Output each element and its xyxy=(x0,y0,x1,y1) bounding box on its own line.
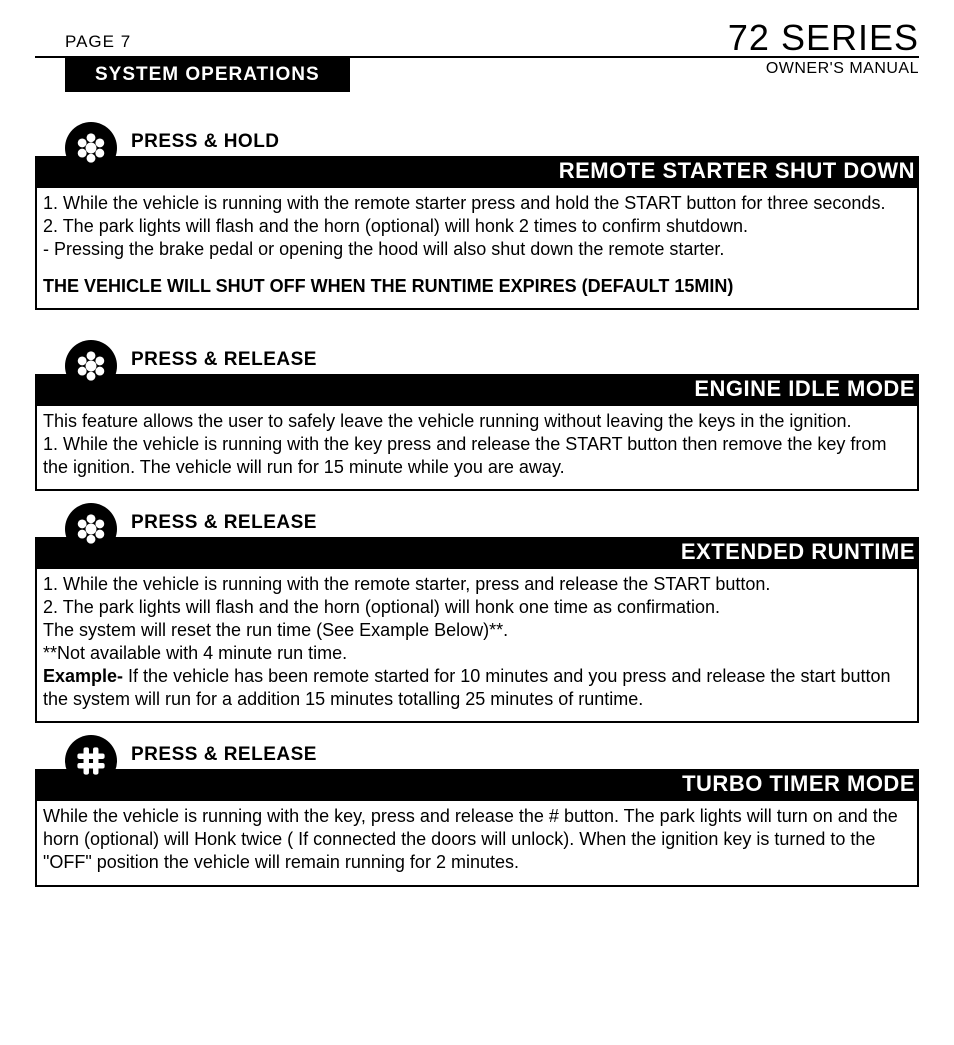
title-bar: TURBO TIMER MODE xyxy=(35,769,919,801)
body-text: 1. While the vehicle is running with the… xyxy=(43,573,911,596)
page-number: PAGE 7 xyxy=(35,32,131,56)
body-text: This feature allows the user to safely l… xyxy=(43,410,911,433)
action-label: PRESS & RELEASE xyxy=(131,740,317,766)
content-box: While the vehicle is running with the ke… xyxy=(35,801,919,886)
body-text: 2. The park lights will flash and the ho… xyxy=(43,596,911,619)
asterisk-icon xyxy=(65,503,117,555)
icon-row: PRESS & RELEASE xyxy=(35,735,919,771)
subheader: SYSTEM OPERATIONS OWNER'S MANUAL xyxy=(35,58,919,92)
body-text: While the vehicle is running with the ke… xyxy=(43,805,911,874)
body-text: 2. The park lights will flash and the ho… xyxy=(43,215,911,238)
action-label: PRESS & HOLD xyxy=(131,127,280,153)
series-title: 72 SERIES xyxy=(728,20,919,56)
block-idle: PRESS & RELEASE ENGINE IDLE MODE This fe… xyxy=(35,340,919,491)
icon-row: PRESS & HOLD xyxy=(35,122,919,158)
body-text: **Not available with 4 minute run time. xyxy=(43,642,911,665)
block-extended: PRESS & RELEASE EXTENDED RUNTIME 1. Whil… xyxy=(35,503,919,723)
header: PAGE 7 72 SERIES xyxy=(35,20,919,58)
content-box: 1. While the vehicle is running with the… xyxy=(35,188,919,310)
title-bar: EXTENDED RUNTIME xyxy=(35,537,919,569)
section-tab: SYSTEM OPERATIONS xyxy=(65,58,350,92)
example-label: Example- xyxy=(43,666,128,686)
action-label: PRESS & RELEASE xyxy=(131,508,317,534)
asterisk-icon xyxy=(65,122,117,174)
example-text: Example- If the vehicle has been remote … xyxy=(43,665,911,711)
title-bar: REMOTE STARTER SHUT DOWN xyxy=(35,156,919,188)
asterisk-icon xyxy=(65,340,117,392)
example-body: If the vehicle has been remote started f… xyxy=(43,666,891,709)
content-box: 1. While the vehicle is running with the… xyxy=(35,569,919,723)
icon-row: PRESS & RELEASE xyxy=(35,503,919,539)
action-label: PRESS & RELEASE xyxy=(131,345,317,371)
body-text: The system will reset the run time (See … xyxy=(43,619,911,642)
body-text: 1. While the vehicle is running with the… xyxy=(43,192,911,215)
block-shutdown: PRESS & HOLD REMOTE STARTER SHUT DOWN 1.… xyxy=(35,122,919,310)
owners-manual-label: OWNER'S MANUAL xyxy=(766,58,919,78)
body-text: - Pressing the brake pedal or opening th… xyxy=(43,238,911,261)
bold-note: THE VEHICLE WILL SHUT OFF WHEN THE RUNTI… xyxy=(43,275,911,298)
block-turbo: PRESS & RELEASE TURBO TIMER MODE While t… xyxy=(35,735,919,886)
body-text: 1. While the vehicle is running with the… xyxy=(43,433,911,479)
content-box: This feature allows the user to safely l… xyxy=(35,406,919,491)
manual-page: PAGE 7 72 SERIES SYSTEM OPERATIONS OWNER… xyxy=(0,0,954,887)
icon-row: PRESS & RELEASE xyxy=(35,340,919,376)
title-bar: ENGINE IDLE MODE xyxy=(35,374,919,406)
